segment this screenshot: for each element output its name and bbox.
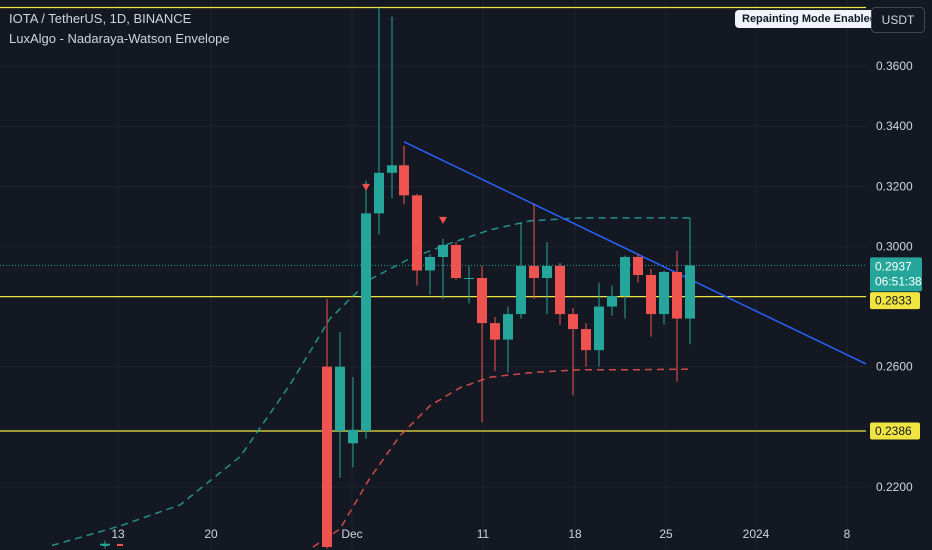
time-tick-label: 20 (204, 527, 218, 541)
symbol-title[interactable]: IOTA / TetherUS, 1D, BINANCE (9, 11, 192, 26)
candle-body (542, 265, 552, 279)
price-tick-label: 0.2600 (876, 360, 913, 374)
candle (490, 317, 500, 372)
candle-body (555, 265, 565, 315)
level-mid-badge-bg (870, 292, 920, 310)
time-tick-label: 13 (111, 527, 125, 541)
candle-body (348, 429, 358, 444)
candle-body (425, 256, 435, 271)
candle-body (594, 306, 604, 351)
candle-body (672, 271, 682, 319)
candle-body (633, 256, 643, 275)
candle-body (387, 165, 397, 173)
sell-signal-icon (362, 183, 370, 191)
candle (425, 253, 435, 295)
envelope-lower (312, 368, 691, 548)
candle-body (685, 265, 695, 319)
buy-signal-icon (102, 544, 108, 546)
last-price-badge: 0.2937 (875, 259, 912, 273)
grid (0, 0, 866, 550)
candle-body (646, 274, 656, 315)
candle (503, 306, 513, 373)
candle (477, 265, 487, 423)
repainting-mode-badge[interactable]: Repainting Mode Enabled (735, 10, 884, 28)
signals (102, 183, 447, 546)
candle (594, 282, 604, 367)
candle-body (374, 172, 384, 214)
candle (412, 193, 422, 286)
chart-legend: IOTA / TetherUS, 1D, BINANCE LuxAlgo - N… (9, 9, 230, 49)
candle (322, 299, 332, 549)
candle (620, 255, 630, 319)
candle-body (322, 366, 332, 547)
candle-body (529, 265, 539, 279)
buy-signal-icon (117, 544, 123, 546)
candle (672, 250, 682, 382)
time-tick-label: 2024 (743, 527, 770, 541)
time-tick-label: Dec (341, 527, 362, 541)
indicator-title[interactable]: LuxAlgo - Nadaraya-Watson Envelope (9, 31, 230, 46)
candle (361, 180, 371, 439)
price-tick-label: 0.3600 (876, 59, 913, 73)
candle-body (568, 314, 578, 330)
candle (685, 217, 695, 345)
candle (529, 204, 539, 300)
candle (335, 332, 345, 478)
candle-body (620, 256, 630, 297)
last-price-badge-bg (870, 257, 922, 292)
price-tick-label: 0.2200 (876, 480, 913, 494)
candle (374, 7, 384, 235)
candle-body (451, 244, 461, 279)
horizontal-levels[interactable] (0, 6, 932, 432)
candle-body (516, 265, 526, 315)
level-low-badge: 0.2386 (875, 424, 912, 438)
candle-body (659, 271, 669, 315)
candles[interactable] (100, 7, 695, 549)
sell-signal-icon (439, 216, 447, 224)
price-tick-label: 0.3000 (876, 239, 913, 253)
candle-body (412, 195, 422, 271)
nadaraya-watson-envelope (51, 217, 691, 548)
candle (555, 262, 565, 325)
candle-body (477, 278, 487, 324)
candle (581, 323, 591, 367)
trendline[interactable] (403, 141, 867, 365)
candle (516, 222, 526, 319)
candle (451, 241, 461, 280)
time-tick-label: 11 (477, 527, 490, 541)
candle-body (361, 213, 371, 431)
countdown-badge: 06:51:38 (875, 274, 922, 288)
candle-body (581, 329, 591, 351)
price-tick-label: 0.3200 (876, 179, 913, 193)
candle-body (607, 296, 617, 307)
level-low-badge-bg (870, 422, 920, 440)
candle (464, 265, 474, 304)
candle-body (438, 244, 448, 257)
candle (568, 308, 578, 396)
price-tick-label: 0.3400 (876, 119, 913, 133)
candle-body (490, 323, 500, 340)
level-mid-badge: 0.2833 (875, 294, 912, 308)
time-tick-label: 25 (659, 527, 673, 541)
candle (387, 16, 397, 199)
time-tick-label: 8 (844, 527, 851, 541)
candle (542, 241, 552, 315)
candle (607, 285, 617, 316)
candle (646, 268, 656, 337)
envelope-upper (51, 217, 690, 547)
currency-button[interactable]: USDT (871, 7, 925, 33)
candle-body (464, 278, 474, 280)
time-tick-label: 18 (568, 527, 582, 541)
candle (399, 145, 409, 205)
time-axis[interactable]: 13 20 Dec 11 18 25 2024 8 (111, 527, 850, 541)
candle (633, 253, 643, 283)
candle-body (399, 165, 409, 196)
candle (348, 377, 358, 468)
candle (659, 270, 669, 325)
candle-body (335, 366, 345, 431)
candle-body (503, 314, 513, 340)
candle (438, 238, 448, 300)
